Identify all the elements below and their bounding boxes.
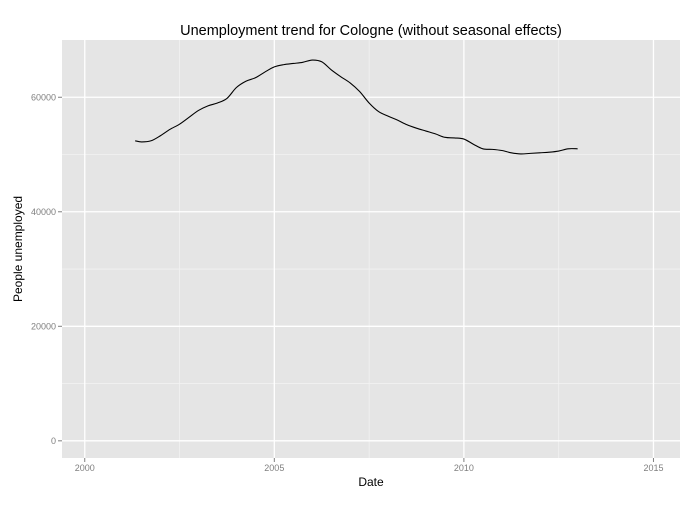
minor-gridlines [62, 40, 680, 458]
y-tick-label: 40000 [31, 207, 56, 217]
y-tick-label: 20000 [31, 321, 56, 331]
axis-ticks [58, 96, 654, 462]
unemployment-line [135, 59, 578, 155]
x-axis-tick-labels: 2000 2005 2010 2015 [75, 463, 664, 473]
plot-panel [62, 40, 680, 458]
x-tick-label: 2005 [264, 463, 284, 473]
x-tick-label: 2000 [75, 463, 95, 473]
chart-title: Unemployment trend for Cologne (without … [180, 23, 562, 39]
y-tick-label: 60000 [31, 92, 56, 102]
x-tick-label: 2010 [454, 463, 474, 473]
y-tick-label: 0 [51, 436, 56, 446]
x-tick-label: 2015 [643, 463, 663, 473]
x-axis-title: Date [358, 475, 384, 489]
major-gridlines [62, 40, 680, 458]
y-axis-tick-labels: 0 20000 40000 60000 [31, 92, 56, 446]
y-axis-title: People unemployed [11, 196, 25, 302]
